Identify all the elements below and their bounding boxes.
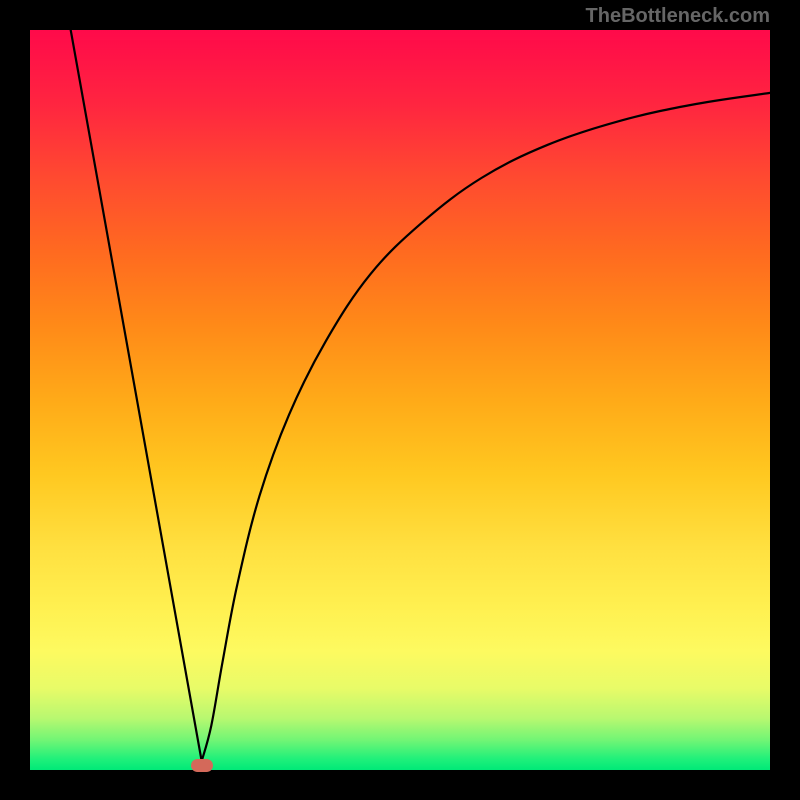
watermark-text: TheBottleneck.com	[586, 5, 770, 28]
minimum-marker	[191, 759, 213, 772]
bottleneck-curve	[30, 30, 770, 770]
plot-area	[30, 30, 770, 770]
curve-right-branch	[202, 93, 770, 761]
curve-left-branch	[71, 30, 202, 761]
chart-container: TheBottleneck.com	[0, 0, 800, 800]
